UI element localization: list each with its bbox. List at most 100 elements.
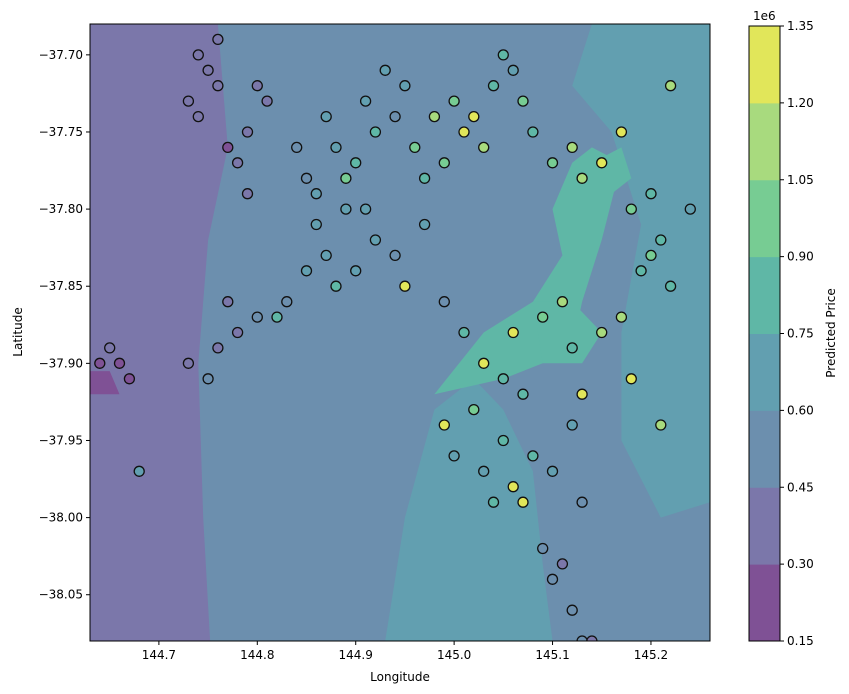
scatter-point	[340, 203, 352, 215]
scatter-point	[399, 80, 411, 92]
scatter-point	[556, 296, 569, 308]
scatter-point	[113, 357, 126, 369]
y-tick-label: −37.80	[39, 202, 83, 216]
contour-region-2	[385, 378, 553, 641]
scatter-point	[202, 373, 214, 385]
scatter-point	[507, 64, 519, 76]
scatter-point	[448, 95, 460, 107]
scatter-point	[231, 326, 244, 339]
scatter-point	[556, 558, 569, 570]
scatter-point	[497, 373, 509, 385]
x-tick-label: 144.8	[240, 648, 274, 662]
scatter-point	[566, 342, 578, 354]
scatter-point	[655, 234, 667, 246]
scatter-point	[359, 95, 372, 107]
scatter-points	[94, 33, 696, 641]
colorbar-band	[749, 487, 780, 565]
scatter-point	[537, 542, 549, 555]
scatter-point	[458, 326, 470, 339]
scatter-point	[507, 326, 519, 339]
colorbar-band	[749, 26, 780, 104]
scatter-point	[182, 95, 195, 107]
scatter-point	[566, 419, 578, 431]
plot-area	[89, 23, 711, 642]
scatter-point	[684, 203, 696, 215]
colorbar-tick-label: 0.75	[787, 327, 814, 341]
scatter-point	[615, 126, 628, 138]
scatter-point	[104, 342, 116, 354]
scatter-point	[576, 496, 588, 508]
contour-region-1	[90, 371, 120, 395]
scatter-point	[271, 311, 283, 323]
scatter-point	[625, 203, 637, 215]
colorbar-bands	[749, 26, 780, 642]
scatter-point	[133, 465, 145, 477]
scatter-point	[330, 280, 342, 292]
colorbar-tick-label: 0.90	[787, 250, 814, 264]
scatter-point	[94, 357, 106, 369]
scatter-point	[212, 33, 224, 46]
scatter-point	[310, 188, 322, 200]
colorbar-tick-label: 1.05	[787, 173, 814, 187]
scatter-point	[300, 172, 313, 184]
contour-region-0	[90, 24, 228, 641]
scatter-point	[497, 49, 509, 61]
contour-region-5	[532, 301, 602, 364]
scatter-point	[389, 110, 401, 123]
scatter-point	[428, 110, 441, 123]
scatter-point	[123, 373, 136, 385]
scatter-point	[586, 635, 598, 641]
scatter-point	[438, 157, 450, 169]
scatter-point	[202, 64, 214, 76]
scatter-point	[340, 172, 352, 184]
scatter-point	[664, 80, 677, 92]
scatter-point	[478, 465, 490, 477]
scatter-point	[231, 157, 244, 169]
scatter-point	[369, 234, 382, 246]
scatter-point	[527, 126, 539, 138]
y-axis: −37.70 −37.75 −37.80 −37.85 −37.90 −37.95 −38.…	[39, 48, 90, 602]
scatter-point	[192, 49, 204, 61]
y-tick-label: −37.75	[39, 125, 83, 139]
scatter-point	[468, 403, 480, 416]
scatter-point	[546, 573, 559, 585]
x-tick-label: 145.0	[437, 648, 471, 662]
scatter-point	[458, 126, 470, 138]
scatter-point	[192, 110, 204, 123]
scatter-point	[596, 326, 608, 339]
scatter-point	[251, 80, 263, 92]
colorbar-ticks: 0.15 0.30 0.45 0.60 0.75 0.90 1.05 1.20 1.35	[780, 19, 814, 648]
scatter-point	[212, 80, 224, 92]
x-tick-label: 145.2	[634, 648, 668, 662]
x-axis: 144.7 144.8 144.9 145.0 145.1 145.2	[142, 641, 668, 662]
scatter-point	[300, 265, 313, 277]
scatter-point	[655, 419, 667, 431]
colorbar-band	[749, 102, 780, 181]
y-tick-label: −37.90	[39, 356, 83, 370]
scatter-point	[517, 95, 529, 107]
scatter-point	[576, 388, 588, 400]
scatter-point	[645, 188, 657, 200]
scatter-point	[497, 434, 509, 447]
scatter-point	[350, 265, 362, 277]
scatter-point	[527, 450, 539, 462]
scatter-point	[182, 357, 195, 369]
scatter-point	[212, 342, 224, 354]
colorbar: 0.15 0.30 0.45 0.60 0.75 0.90 1.05 1.20 1.35 1e6…	[748, 9, 838, 648]
scatter-point	[576, 172, 588, 184]
colorbar-band	[749, 564, 780, 642]
scatter-point	[645, 249, 657, 262]
scatter-point	[310, 218, 322, 231]
y-tick-label: −37.70	[39, 48, 83, 62]
y-tick-label: −38.00	[39, 511, 83, 525]
scatter-point	[448, 450, 460, 462]
colorbar-band	[749, 179, 780, 258]
scatter-point	[478, 357, 490, 369]
scatter-point	[487, 496, 500, 508]
scatter-point	[409, 141, 421, 154]
scatter-point	[261, 95, 273, 107]
colorbar-tick-label: 1.35	[787, 19, 814, 33]
scatter-point	[399, 280, 411, 292]
scatter-point	[537, 311, 549, 323]
